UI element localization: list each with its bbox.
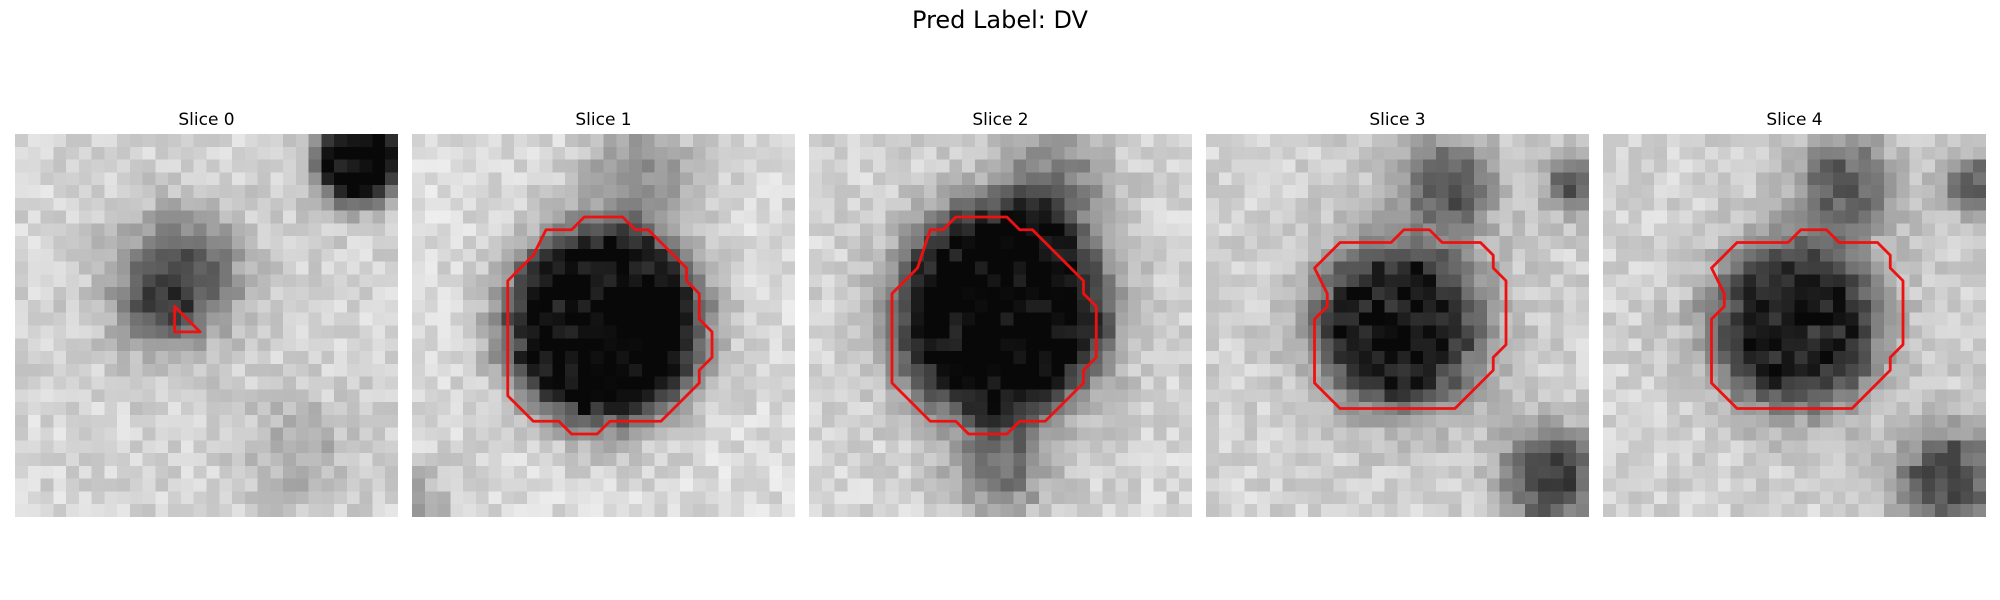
slice-image-1 xyxy=(412,134,795,517)
slice-image-0 xyxy=(15,134,398,517)
segmentation-contour xyxy=(173,304,202,334)
pixel-grid xyxy=(412,134,795,517)
slice-title: Slice 0 xyxy=(178,110,235,130)
pixel-grid xyxy=(809,134,1192,517)
slice-panel-2: Slice 2 xyxy=(809,110,1192,517)
slice-title: Slice 1 xyxy=(575,110,632,130)
pixel-grid xyxy=(15,134,398,517)
slice-panel-3: Slice 3 xyxy=(1206,110,1589,517)
pixel-grid xyxy=(1206,134,1589,517)
segmentation-contour xyxy=(1710,228,1905,410)
slice-panel-4: Slice 4 xyxy=(1603,110,1986,517)
slice-image-4 xyxy=(1603,134,1986,517)
segmentation-contour xyxy=(890,215,1098,436)
slice-panel-1: Slice 1 xyxy=(412,110,795,517)
slice-title: Slice 4 xyxy=(1766,110,1823,130)
segmentation-contour xyxy=(506,215,714,436)
slice-image-3 xyxy=(1206,134,1589,517)
slice-title: Slice 2 xyxy=(972,110,1029,130)
figure-title: Pred Label: DV xyxy=(912,6,1088,34)
slice-title: Slice 3 xyxy=(1369,110,1426,130)
slice-panel-0: Slice 0 xyxy=(15,110,398,517)
slice-image-2 xyxy=(809,134,1192,517)
pixel-grid xyxy=(1603,134,1986,517)
segmentation-contour xyxy=(1313,228,1508,410)
